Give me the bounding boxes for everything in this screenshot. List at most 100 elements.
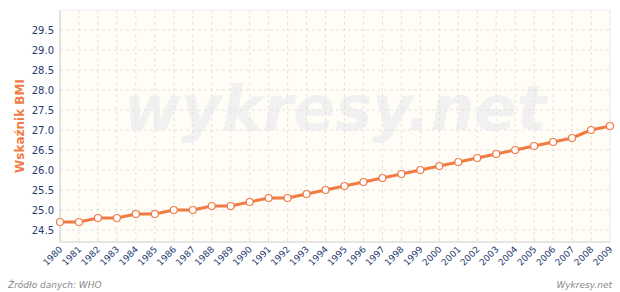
x-tick-label: 1989 [212, 244, 235, 267]
grid-line [477, 10, 478, 242]
grid-line [135, 10, 136, 242]
y-tick-label: 27.5 [32, 105, 54, 116]
grid-line [572, 10, 573, 242]
x-tick-label: 1983 [98, 244, 121, 267]
grid-line [401, 10, 402, 242]
plot-background [60, 10, 610, 242]
x-tick-label: 1990 [231, 244, 254, 267]
grid-line [325, 10, 326, 242]
grid-line [60, 10, 61, 242]
marker [170, 207, 177, 214]
x-tick-label: 2006 [534, 244, 557, 267]
x-tick-label: 1988 [193, 244, 216, 267]
grid-line [60, 210, 610, 211]
x-tick-label: 2004 [496, 244, 519, 267]
marker [113, 215, 120, 222]
marker [436, 163, 443, 170]
y-tick-label: 27.0 [32, 125, 54, 136]
grid-line [363, 10, 364, 242]
x-tick-label: 1982 [79, 244, 102, 267]
x-tick-label: 1996 [345, 244, 368, 267]
y-tick-label: 24.5 [32, 225, 54, 236]
marker [531, 143, 538, 150]
y-tick-label: 29.0 [32, 45, 54, 56]
marker [360, 179, 367, 186]
x-tick-label: 1993 [288, 244, 311, 267]
grid-line [306, 10, 307, 242]
marker [151, 211, 158, 218]
marker [57, 219, 64, 226]
grid-line [60, 90, 610, 91]
line [60, 126, 610, 222]
y-tick-label: 26.5 [32, 145, 54, 156]
x-tick-label: 1980 [41, 244, 64, 267]
watermark: wykresy.net [124, 72, 549, 145]
grid-line [515, 10, 516, 242]
y-tick-label: 26.0 [32, 165, 54, 176]
marker [474, 155, 481, 162]
marker [493, 151, 500, 158]
y-tick-label: 28.0 [32, 85, 54, 96]
x-tick-label: 2005 [515, 244, 538, 267]
grid-line [60, 70, 610, 71]
marker [246, 199, 253, 206]
x-tick-label: 1992 [269, 244, 292, 267]
marker [512, 147, 519, 154]
x-tick-label: 1986 [155, 244, 178, 267]
grid-line [60, 110, 610, 111]
marker [322, 187, 329, 194]
grid-line [268, 10, 269, 242]
x-tick-label: 1987 [174, 244, 197, 267]
y-tick-label: 28.5 [32, 65, 54, 76]
grid-line [60, 30, 610, 31]
marker [379, 175, 386, 182]
marker [550, 139, 557, 146]
grid-line [534, 10, 535, 242]
x-tick-label: 1999 [401, 244, 424, 267]
y-tick-label: 29.5 [32, 25, 54, 36]
marker [398, 171, 405, 178]
marker [455, 159, 462, 166]
marker [341, 183, 348, 190]
x-tick-label: 2009 [591, 244, 614, 267]
marker [227, 203, 234, 210]
grid-line [287, 10, 288, 242]
grid-line [458, 10, 459, 242]
x-tick-label: 1991 [250, 244, 273, 267]
x-tick-label: 2007 [553, 244, 576, 267]
grid-line [439, 10, 440, 242]
marker [417, 167, 424, 174]
x-tick-label: 1997 [364, 244, 387, 267]
x-tick-label: 1984 [117, 244, 140, 267]
grid-line [60, 50, 610, 51]
grid-line [60, 230, 610, 231]
x-tick-label: 2002 [458, 244, 481, 267]
chart-container: wykresy.net24.525.025.526.026.527.027.52… [0, 0, 620, 292]
frame [60, 10, 610, 11]
x-tick-label: 1998 [383, 244, 406, 267]
x-tick-label: 2008 [572, 244, 595, 267]
chart: wykresy.net24.525.025.526.026.527.027.52… [0, 0, 620, 292]
grid-line [78, 10, 79, 242]
marker [94, 215, 101, 222]
marker [265, 195, 272, 202]
grid-line [60, 190, 610, 191]
x-tick-label: 1995 [326, 244, 349, 267]
marker [284, 195, 291, 202]
credit: Wykresy.net [556, 280, 612, 290]
x-tick-label: 2000 [420, 244, 443, 267]
grid-line [97, 10, 98, 242]
grid-line [249, 10, 250, 242]
x-tick-label: 2001 [439, 244, 462, 267]
marker [588, 127, 595, 134]
grid-line [496, 10, 497, 242]
grid-line [60, 170, 610, 171]
source: Źródło danych: WHO [7, 279, 102, 290]
x-tick-label: 1981 [60, 244, 83, 267]
grid-line [420, 10, 421, 242]
marker [208, 203, 215, 210]
grid-line [344, 10, 345, 242]
y-axis [60, 10, 61, 242]
marker [132, 211, 139, 218]
grid-line [382, 10, 383, 242]
